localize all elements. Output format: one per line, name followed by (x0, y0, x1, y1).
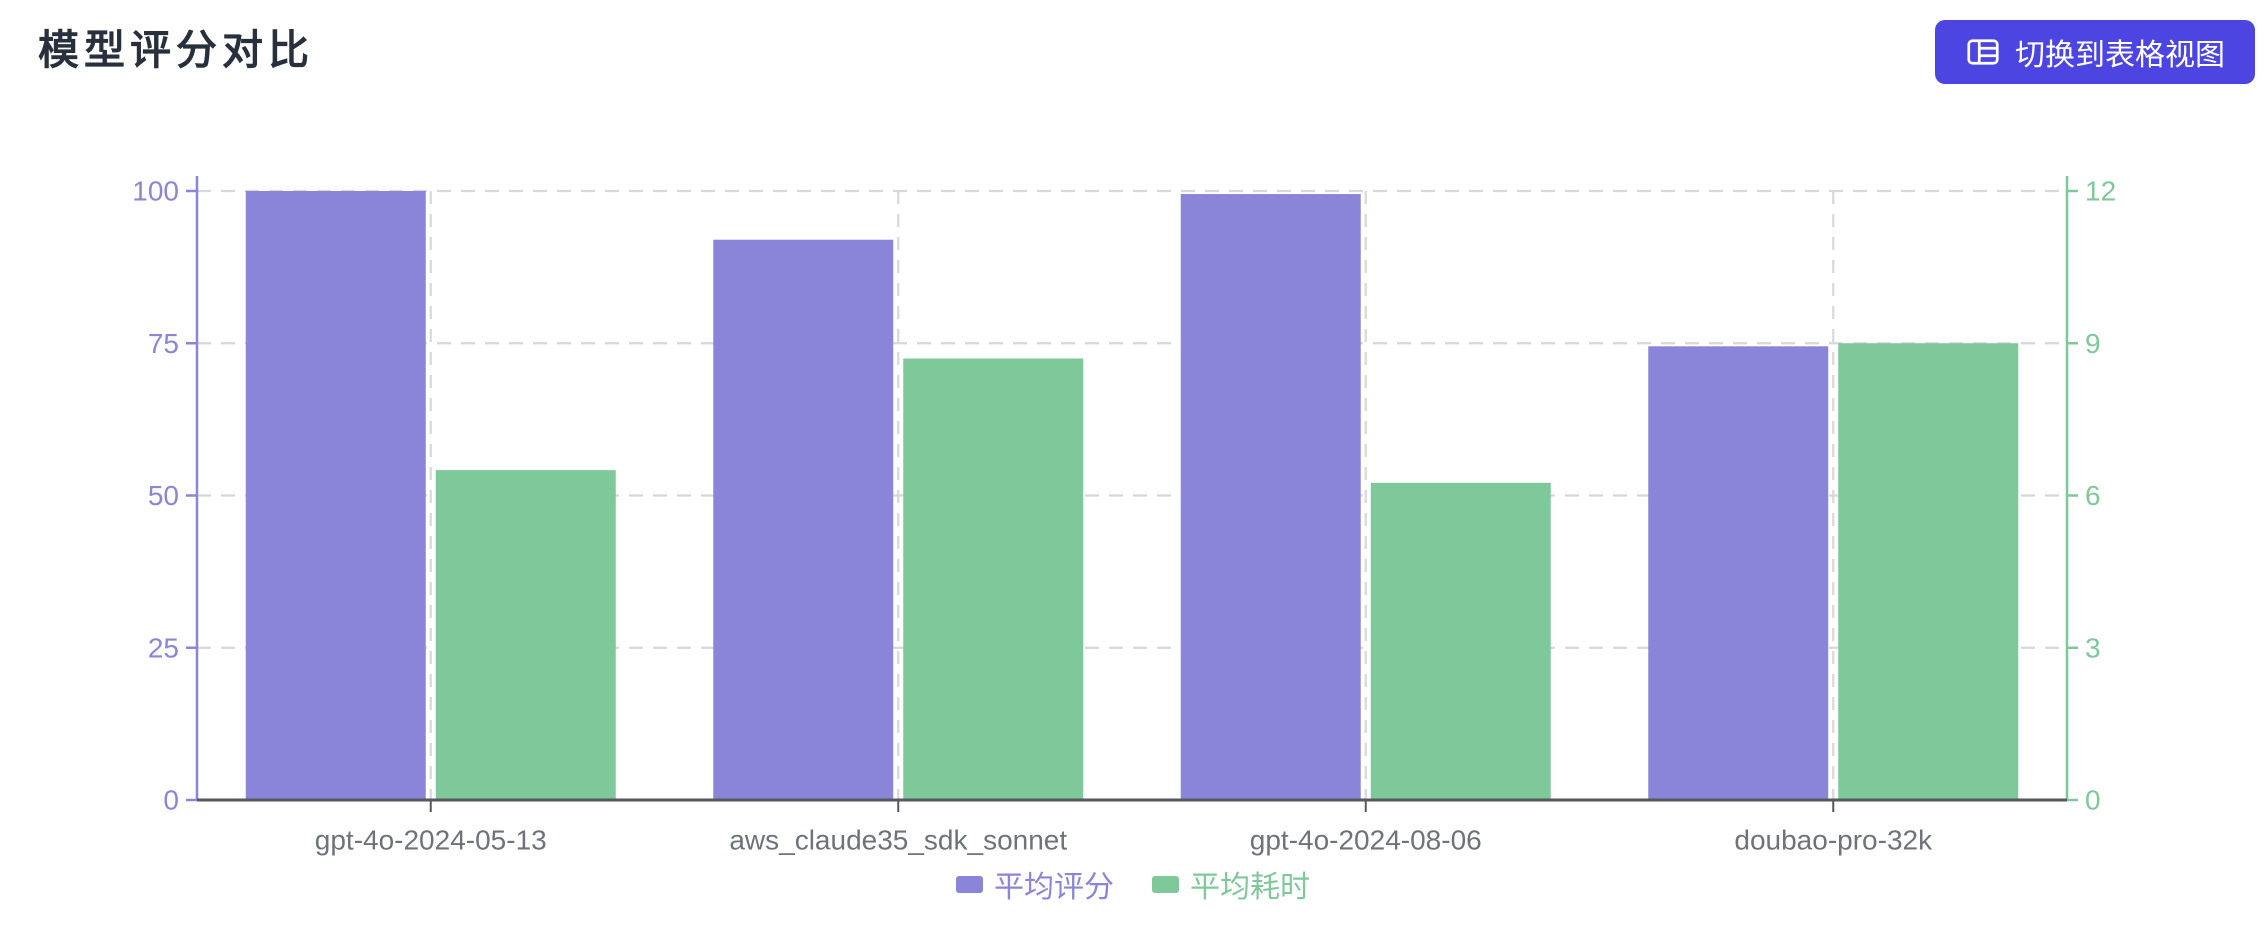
legend-label: 平均耗时 (1190, 871, 1310, 904)
left-axis-label: 0 (163, 785, 179, 816)
x-axis-label-gpt-4o-2024-08-06: gpt-4o-2024-08-06 (1250, 825, 1482, 856)
switch-to-table-view-button[interactable]: 切换到表格视图 (1935, 20, 2255, 84)
bar-平均耗时-gpt-4o-2024-08-06[interactable] (1370, 482, 1551, 800)
page-title: 模型评分对比 (38, 27, 314, 73)
legend-label: 平均评分 (994, 871, 1114, 904)
x-axis-label-gpt-4o-2024-05-13: gpt-4o-2024-05-13 (315, 825, 547, 856)
table-icon (1965, 34, 2001, 70)
chart-legend: 平均评分 平均耗时 (0, 862, 2266, 906)
bar-平均耗时-aws_claude35_sdk_sonnet[interactable] (903, 358, 1084, 800)
right-axis-label: 9 (2085, 328, 2101, 359)
legend-swatch (956, 875, 983, 893)
legend-item-平均评分[interactable]: 平均评分 (956, 862, 1114, 906)
right-axis-label: 6 (2085, 480, 2101, 511)
legend-swatch (1152, 875, 1179, 893)
bar-平均耗时-doubao-pro-32k[interactable] (1838, 343, 2019, 800)
legend-item-平均耗时[interactable]: 平均耗时 (1152, 862, 1310, 906)
right-axis-label: 3 (2085, 632, 2101, 663)
right-axis-label: 12 (2085, 176, 2116, 207)
bar-平均评分-doubao-pro-32k[interactable] (1648, 346, 1829, 800)
left-axis-label: 75 (148, 328, 179, 359)
x-axis-label-doubao-pro-32k: doubao-pro-32k (1734, 825, 1933, 856)
bar-平均评分-gpt-4o-2024-08-06[interactable] (1180, 194, 1361, 801)
right-axis-label: 0 (2085, 785, 2101, 816)
bar-平均评分-gpt-4o-2024-05-13[interactable] (245, 191, 426, 800)
x-axis-label-aws_claude35_sdk_sonnet: aws_claude35_sdk_sonnet (729, 825, 1067, 856)
left-axis-label: 100 (132, 176, 179, 207)
switch-to-table-view-label: 切换到表格视图 (2015, 39, 2225, 72)
bar-平均耗时-gpt-4o-2024-05-13[interactable] (435, 470, 616, 800)
left-axis-label: 50 (148, 480, 179, 511)
left-axis-label: 25 (148, 632, 179, 663)
bar-平均评分-aws_claude35_sdk_sonnet[interactable] (713, 239, 894, 801)
